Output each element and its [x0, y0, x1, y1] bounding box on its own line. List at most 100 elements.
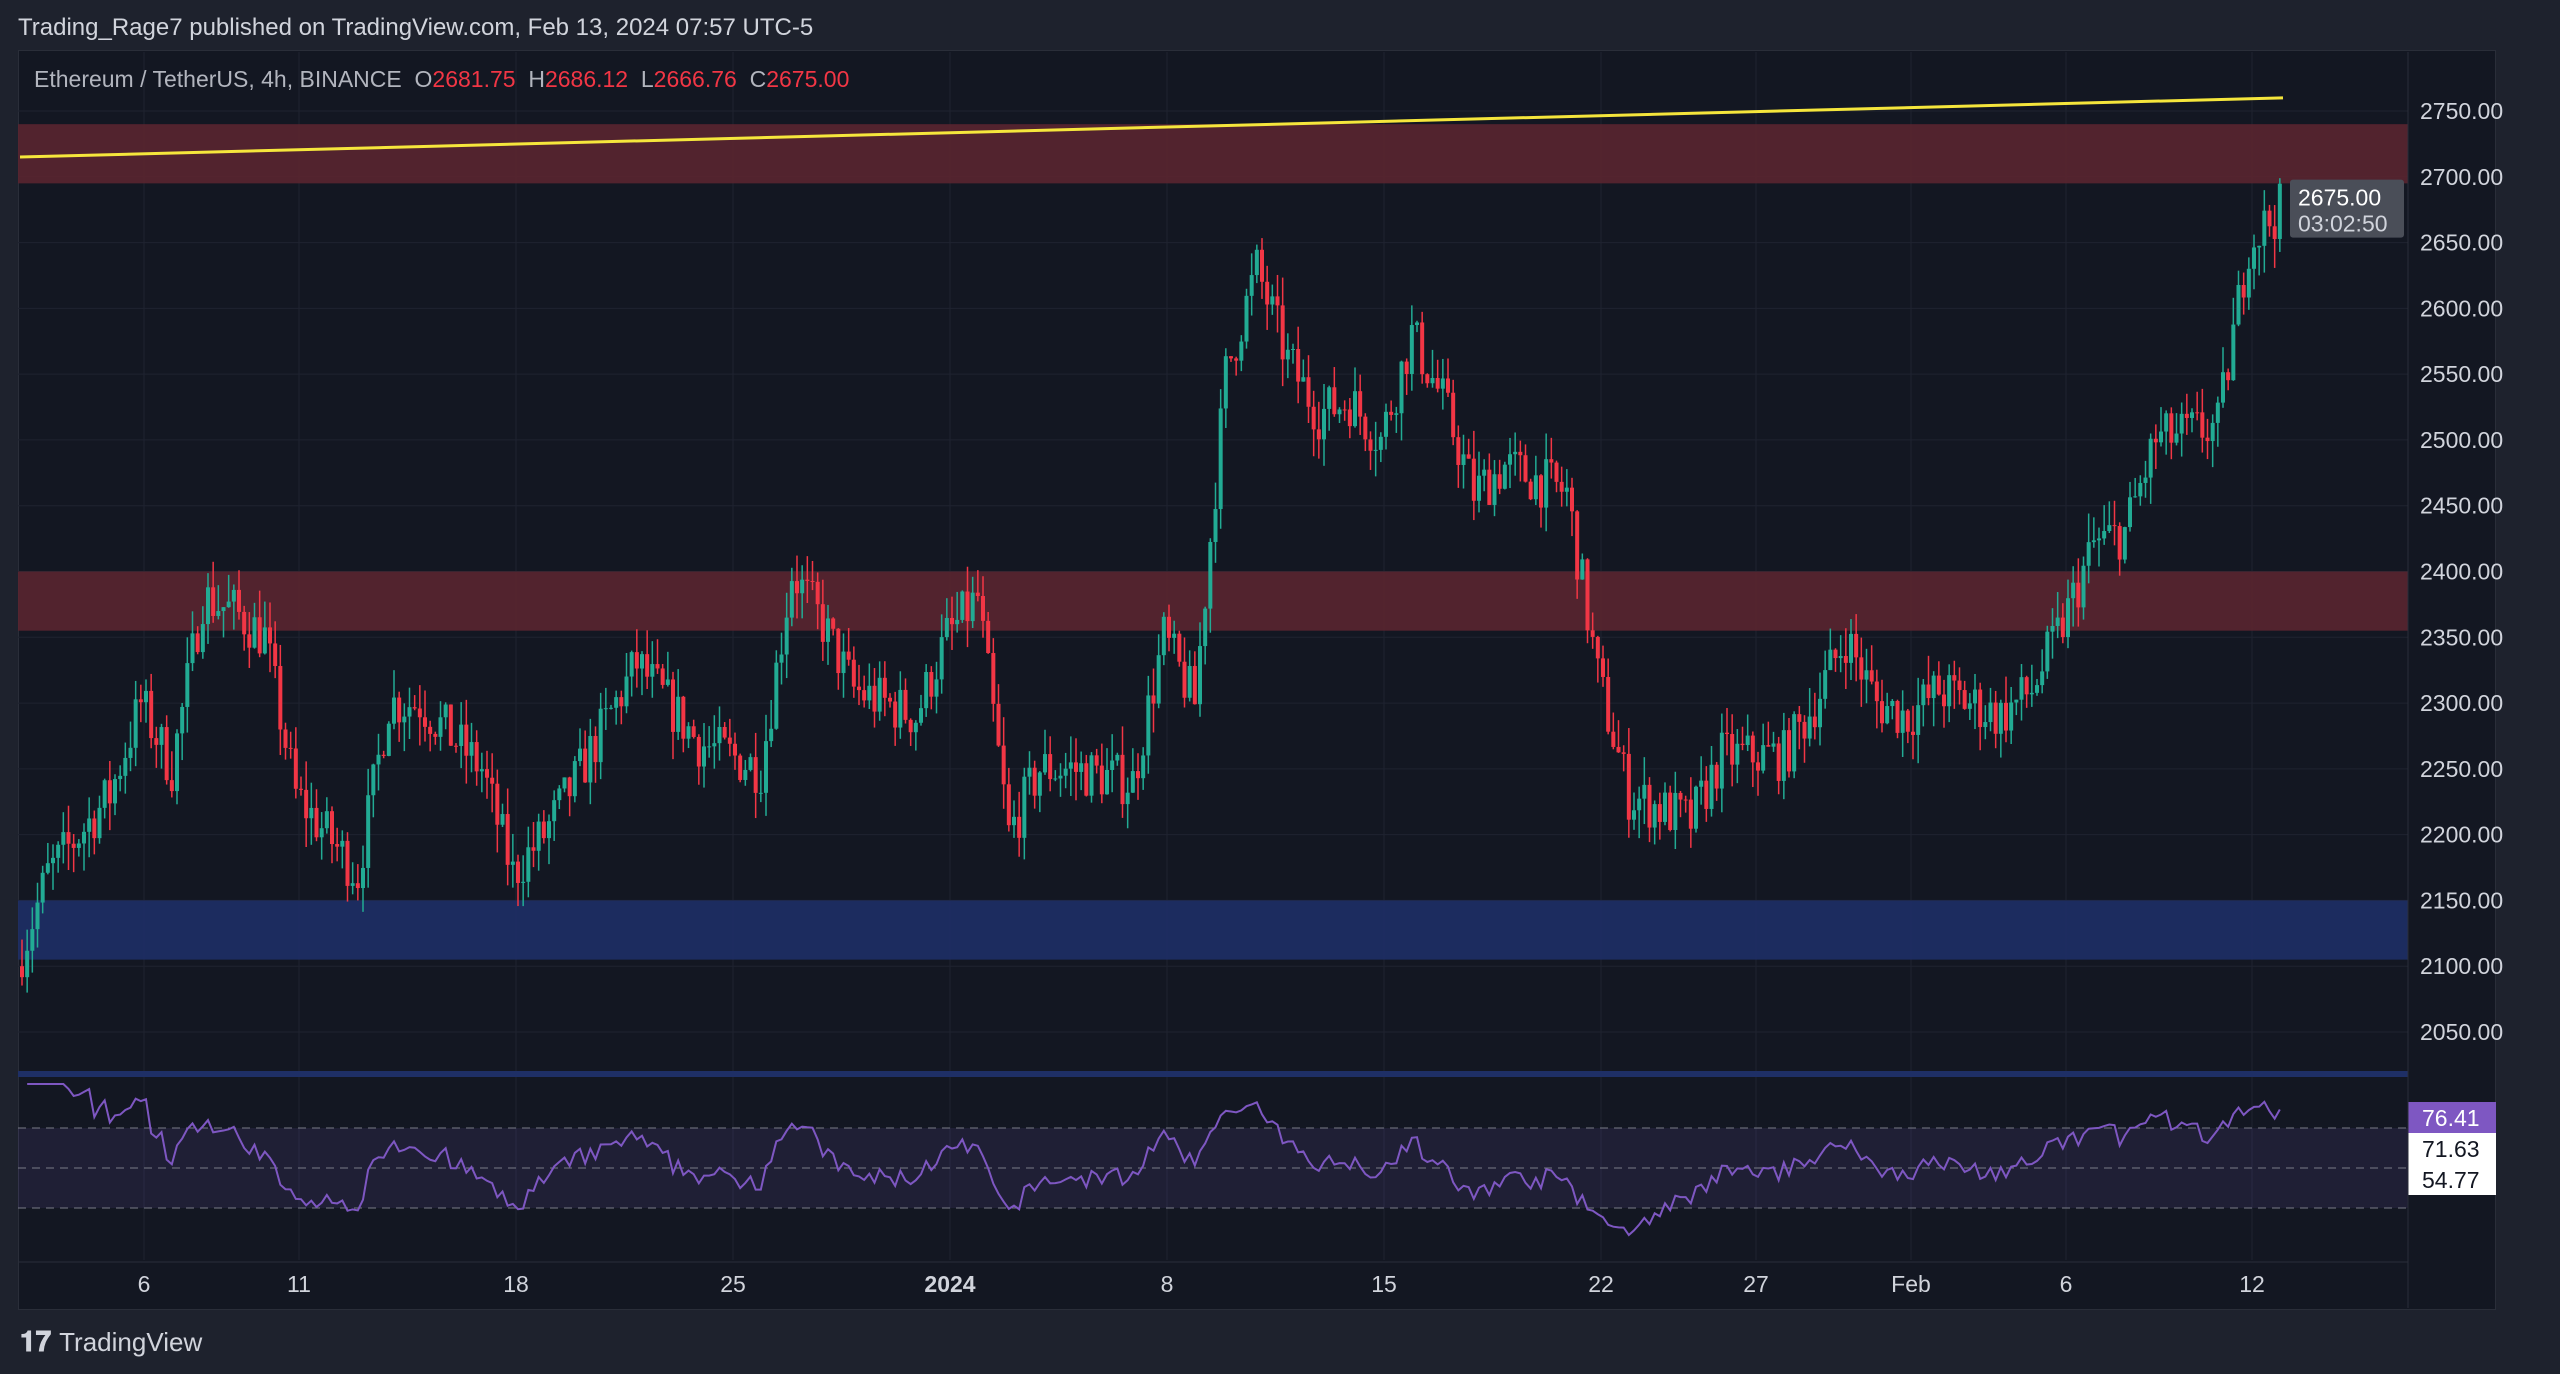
candle: [722, 726, 727, 738]
candle: [66, 832, 71, 844]
candle: [696, 736, 701, 767]
candle: [1187, 666, 1192, 698]
published-header: Trading_Rage7 published on TradingView.c…: [18, 14, 814, 41]
candle: [733, 743, 737, 756]
candle: [1291, 348, 1295, 350]
candle: [2190, 412, 2194, 418]
candle: [164, 727, 169, 781]
close-label: C: [749, 66, 767, 92]
candle: [474, 742, 479, 772]
candle: [1973, 689, 1977, 704]
candle: [1869, 670, 1874, 682]
trendline: [19, 96, 2284, 159]
candle: [1704, 780, 1709, 809]
candle: [1673, 792, 1678, 831]
candle: [1378, 436, 1383, 450]
candle: [1766, 745, 1771, 747]
candle: [743, 769, 748, 780]
candle: [934, 679, 939, 697]
candle: [521, 881, 526, 883]
candle: [1745, 735, 1750, 746]
candle: [61, 832, 66, 845]
candle: [433, 733, 438, 737]
high-label: H: [528, 66, 545, 92]
candle: [650, 664, 655, 677]
candle: [1828, 649, 1833, 671]
candle: [681, 696, 686, 739]
candle: [1089, 755, 1094, 796]
candle: [257, 617, 262, 654]
candle: [986, 620, 991, 654]
candle: [836, 628, 841, 674]
candle: [242, 611, 247, 635]
candle: [180, 706, 185, 734]
candle: [1606, 676, 1611, 732]
candle: [1136, 771, 1140, 779]
candle: [784, 617, 789, 655]
candle: [1167, 616, 1171, 638]
candle: [1735, 743, 1740, 765]
candle: [76, 843, 81, 848]
candle: [288, 747, 293, 749]
tradingview-logo[interactable]: 𝟏𝟕 TradingView: [20, 1326, 202, 1359]
candle: [2205, 437, 2210, 442]
rsi-value-box: [2408, 1102, 2496, 1133]
candle: [1311, 406, 1316, 430]
candle: [1616, 746, 1621, 753]
candle: [309, 807, 314, 819]
candle: [1213, 509, 1218, 542]
candle: [810, 580, 815, 582]
candle: [2153, 438, 2158, 443]
candle: [1843, 655, 1848, 663]
candle: [1177, 633, 1182, 662]
candle: [1621, 752, 1626, 754]
candle: [1466, 454, 1471, 459]
candle: [1998, 702, 2003, 734]
candle: [1595, 636, 1600, 659]
candle: [2257, 245, 2262, 248]
candle: [1694, 786, 1698, 829]
candle: [877, 677, 882, 712]
candle: [1125, 792, 1130, 805]
candle: [123, 757, 128, 776]
candle: [1492, 474, 1497, 505]
candle: [1105, 769, 1109, 795]
candle: [1099, 765, 1104, 795]
candle: [1926, 684, 1931, 699]
candle: [464, 724, 469, 756]
candle: [1389, 411, 1394, 415]
candle: [397, 697, 402, 723]
candle: [1110, 760, 1115, 770]
candle: [1652, 804, 1657, 828]
candle: [2071, 582, 2076, 599]
open-label: O: [414, 66, 433, 92]
candle: [557, 788, 562, 801]
candle: [857, 686, 861, 691]
candle: [531, 847, 536, 851]
candle: [500, 814, 505, 825]
candle: [2143, 477, 2148, 483]
time-tick: 6: [138, 1271, 151, 1297]
candle: [361, 867, 365, 889]
candle: [1936, 675, 1941, 695]
candle: [314, 807, 319, 838]
candle: [758, 792, 763, 794]
candle: [1523, 455, 1528, 482]
candle: [2128, 497, 2132, 528]
candle: [1363, 416, 1368, 440]
candle: [1027, 767, 1032, 777]
tv-logo-icon: 𝟏𝟕: [20, 1326, 52, 1357]
candle: [665, 679, 670, 685]
last-price-box: [2290, 179, 2404, 238]
candle: [1409, 325, 1414, 374]
candle: [1812, 716, 1817, 728]
candle: [1756, 762, 1760, 771]
price-tick: 2200.00: [2420, 822, 2503, 848]
candle: [645, 654, 650, 677]
candle: [340, 840, 345, 847]
candle: [1058, 775, 1063, 779]
candle: [423, 717, 427, 727]
candle: [815, 581, 820, 605]
symbol-name: Ethereum / TetherUS, 4h, BINANCE: [34, 66, 402, 92]
